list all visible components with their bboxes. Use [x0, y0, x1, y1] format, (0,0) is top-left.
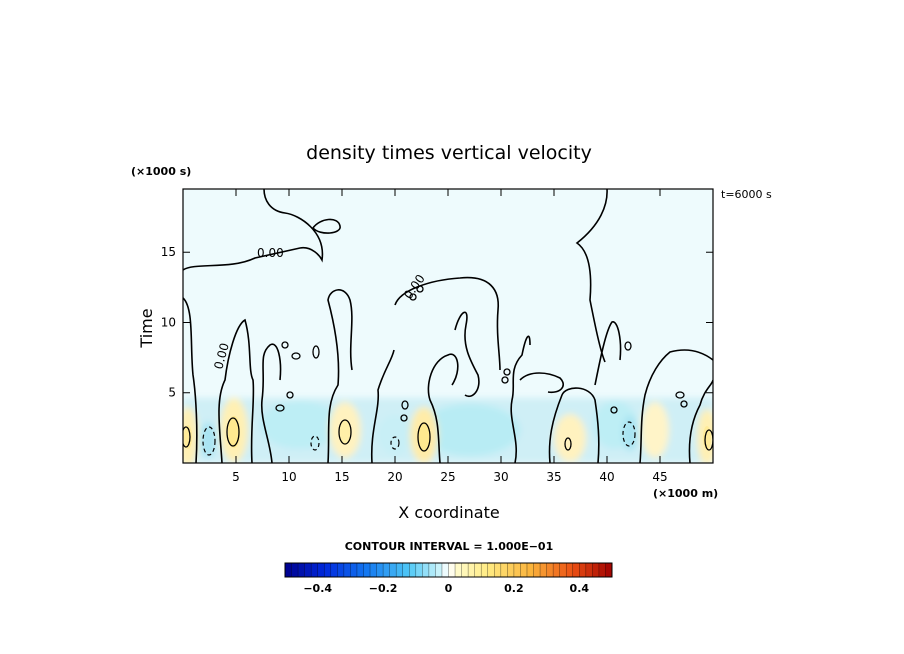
colorbar-cell: [370, 563, 377, 577]
y-axis: 5 10 15: [161, 245, 713, 400]
colorbar-cell: [513, 563, 521, 577]
x-tick-label: 45: [652, 470, 667, 484]
colorbar-cell: [448, 563, 456, 577]
y-axis-title: Time: [137, 308, 156, 348]
colorbar-cell: [526, 563, 534, 577]
colorbar-cell: [474, 563, 482, 577]
y-tick-label: 5: [168, 386, 176, 400]
x-tick-label: 15: [334, 470, 349, 484]
x-axis-title: X coordinate: [398, 503, 499, 522]
colorbar-tick-label: 0.2: [504, 582, 524, 595]
colorbar-cell: [298, 563, 305, 577]
colorbar-cell: [428, 563, 436, 577]
y-tick-label: 15: [161, 245, 176, 259]
colorbar-cell: [422, 563, 430, 577]
contour-interval: CONTOUR INTERVAL = 1.000E−01: [345, 540, 554, 553]
colorbar-cell: [383, 563, 390, 577]
colorbar-cell: [585, 563, 593, 577]
colorbar-cell: [402, 563, 410, 577]
x-tick-label: 10: [281, 470, 296, 484]
x-tick-label: 25: [440, 470, 455, 484]
x-tick-label: 5: [232, 470, 240, 484]
colorbar-cell: [285, 563, 292, 577]
colorbar-cell: [579, 563, 587, 577]
colorbar-cell: [592, 563, 600, 577]
colorbar-cell: [376, 563, 384, 577]
colorbar-frame: [284, 562, 613, 578]
colorbar-cell: [415, 563, 423, 577]
colorbar-cell: [566, 563, 574, 577]
colorbar-tick-label: 0.4: [570, 582, 590, 595]
zero-contour-label-3: 0.00: [211, 341, 231, 370]
colorbar-cell: [481, 563, 489, 577]
time-stamp: t=6000 s: [721, 188, 772, 201]
colorbar-cell: [304, 563, 312, 577]
zero-contour-label: 0.00: [257, 246, 284, 260]
colorbar-cell: [324, 563, 332, 577]
colorbar-cell: [605, 563, 613, 577]
x-tick-label: 30: [493, 470, 508, 484]
zero-contours: [183, 189, 713, 463]
x-tick-label: 35: [546, 470, 561, 484]
negative-contours: [202, 421, 636, 456]
colorbar-cell: [396, 563, 404, 577]
colorbar-cell: [311, 563, 318, 577]
colorbar-cell: [540, 563, 547, 577]
colorbar-cell: [409, 563, 417, 577]
colorbar-cell: [343, 563, 351, 577]
chart-title: density times vertical velocity: [306, 142, 592, 164]
colorbar-cell: [455, 563, 462, 577]
colorbar-cell: [356, 563, 364, 577]
y-tick-label: 10: [161, 315, 176, 329]
colorbar-tick-label: 0: [445, 582, 453, 595]
colorbar-cell: [559, 563, 567, 577]
colorbar-cell: [494, 563, 502, 577]
colorbar-cell: [500, 563, 508, 577]
colorbar-cell: [330, 563, 338, 577]
colorbar-cell: [435, 563, 443, 577]
colorbar-cell: [441, 563, 449, 577]
colorbar-cell: [533, 563, 541, 577]
colorbar-cell: [572, 563, 580, 577]
x-unit-label: (×1000 m): [653, 487, 718, 500]
colorbar-cell: [507, 563, 515, 577]
colorbar-cell: [317, 563, 325, 577]
plot-area: 0.00 0.00 0.00: [183, 189, 713, 463]
colorbar-cell: [350, 563, 358, 577]
colorbar-cell: [546, 563, 554, 577]
y-unit-label: (×1000 s): [131, 165, 191, 178]
small-contours: [183, 285, 713, 452]
colorbar-cell: [363, 563, 371, 577]
colorbar-cell: [520, 563, 528, 577]
core-shading: [184, 416, 711, 452]
colorbar-cell: [389, 563, 397, 577]
colorbar-cell: [553, 563, 560, 577]
colorbar-cell: [487, 563, 495, 577]
colorbar-cell: [598, 563, 606, 577]
x-tick-label: 20: [387, 470, 402, 484]
colorbar-cell: [337, 563, 345, 577]
x-tick-label: 40: [599, 470, 614, 484]
colorbar-cell: [468, 563, 475, 577]
colorbar-tick-label: −0.4: [303, 582, 332, 595]
colorbar: −0.4 −0.2 0 0.2 0.4: [284, 562, 613, 595]
colorbar-cell: [291, 563, 299, 577]
x-axis: 5 10 15 20 25 30 35 40 45: [232, 189, 668, 484]
colorbar-tick-label: −0.2: [369, 582, 398, 595]
colorbar-cell: [461, 563, 469, 577]
